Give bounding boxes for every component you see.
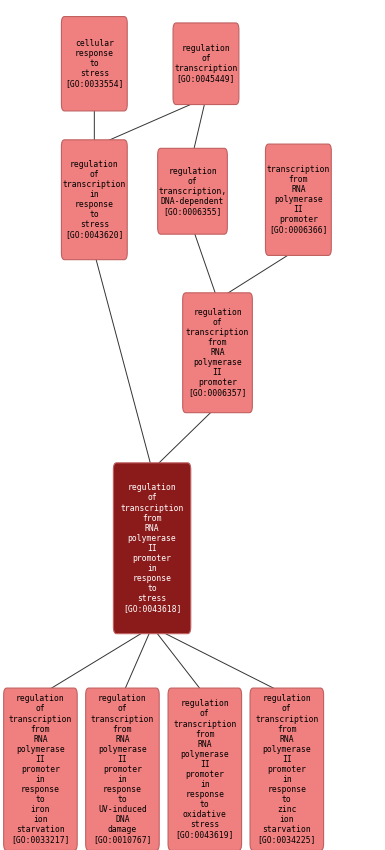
FancyBboxPatch shape bbox=[61, 139, 127, 260]
FancyBboxPatch shape bbox=[85, 688, 159, 850]
FancyBboxPatch shape bbox=[266, 144, 331, 255]
Text: regulation
of
transcription
from
RNA
polymerase
II
promoter
in
response
to
iron
: regulation of transcription from RNA pol… bbox=[9, 694, 72, 844]
Text: transcription
from
RNA
polymerase
II
promoter
[GO:0006366]: transcription from RNA polymerase II pro… bbox=[267, 165, 330, 235]
Text: regulation
of
transcription,
DNA-dependent
[GO:0006355]: regulation of transcription, DNA-depende… bbox=[158, 167, 227, 216]
FancyBboxPatch shape bbox=[4, 688, 77, 850]
FancyBboxPatch shape bbox=[168, 688, 242, 850]
FancyBboxPatch shape bbox=[61, 16, 127, 111]
Text: regulation
of
transcription
from
RNA
polymerase
II
promoter
in
response
to
stres: regulation of transcription from RNA pol… bbox=[121, 484, 184, 613]
FancyBboxPatch shape bbox=[158, 149, 227, 234]
Text: regulation
of
transcription
[GO:0045449]: regulation of transcription [GO:0045449] bbox=[174, 44, 238, 83]
FancyBboxPatch shape bbox=[182, 293, 253, 413]
Text: regulation
of
transcription
from
RNA
polymerase
II
promoter
[GO:0006357]: regulation of transcription from RNA pol… bbox=[186, 308, 249, 398]
FancyBboxPatch shape bbox=[113, 463, 191, 634]
FancyBboxPatch shape bbox=[173, 23, 239, 105]
Text: regulation
of
transcription
from
RNA
polymerase
II
promoter
in
response
to
oxida: regulation of transcription from RNA pol… bbox=[173, 700, 236, 839]
Text: regulation
of
transcription
from
RNA
polymerase
II
promoter
in
response
to
UV-in: regulation of transcription from RNA pol… bbox=[91, 694, 154, 844]
Text: regulation
of
transcription
in
response
to
stress
[GO:0043620]: regulation of transcription in response … bbox=[63, 160, 126, 240]
Text: regulation
of
transcription
from
RNA
polymerase
II
promoter
in
response
to
zinc
: regulation of transcription from RNA pol… bbox=[255, 694, 318, 844]
FancyBboxPatch shape bbox=[250, 688, 323, 850]
Text: cellular
response
to
stress
[GO:0033554]: cellular response to stress [GO:0033554] bbox=[65, 39, 124, 88]
